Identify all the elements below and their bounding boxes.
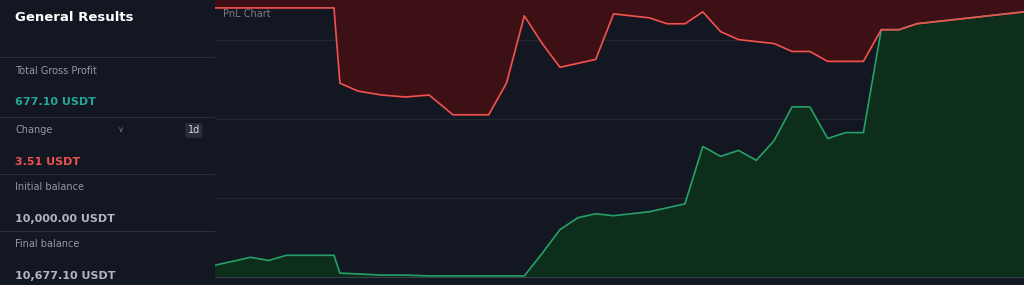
Text: 10,000.00 USDT: 10,000.00 USDT [15,214,115,224]
Text: Total Gross Profit: Total Gross Profit [15,66,97,76]
Text: ∨: ∨ [118,125,124,135]
Text: Initial balance: Initial balance [15,182,84,192]
Text: 10,677.10 USDT: 10,677.10 USDT [15,271,116,281]
Text: Change: Change [15,125,52,135]
Text: Final balance: Final balance [15,239,80,249]
Text: 3.51 USDT: 3.51 USDT [15,157,80,167]
Text: PnL Chart: PnL Chart [223,9,270,19]
Text: 677.10 USDT: 677.10 USDT [15,97,96,107]
Text: General Results: General Results [15,11,133,25]
Text: 1d: 1d [187,125,200,135]
